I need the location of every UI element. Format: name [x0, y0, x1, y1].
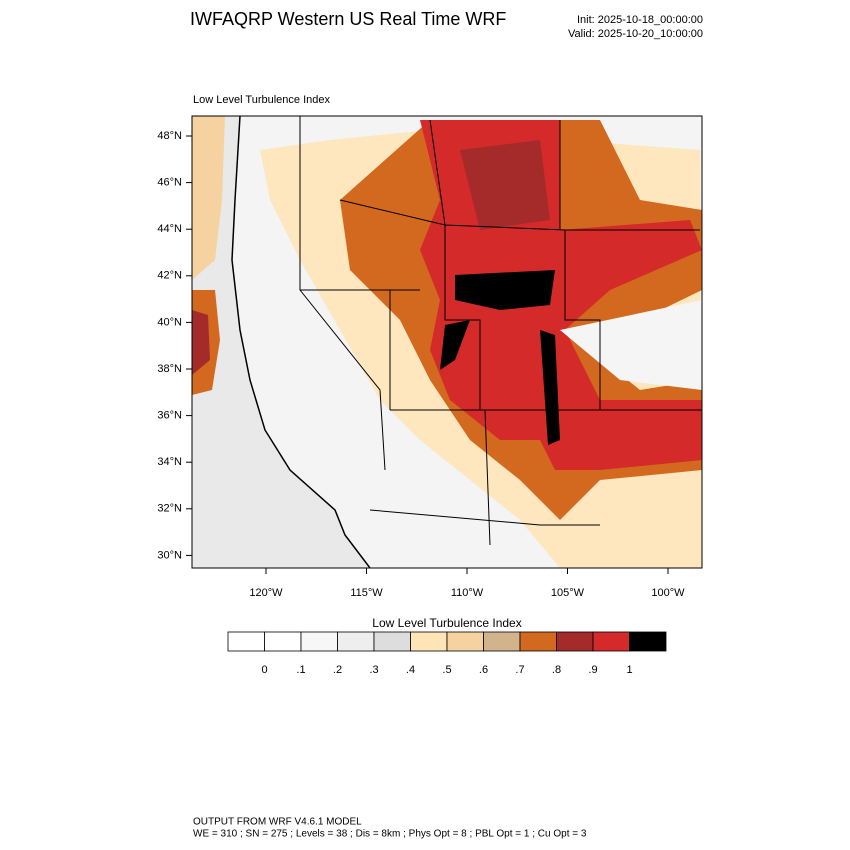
colorbar-label: .5 [442, 664, 451, 676]
map [192, 116, 702, 568]
colorbar-label: .1 [296, 664, 305, 676]
lat-label: 32°N [157, 503, 182, 515]
colorbar-label: .3 [369, 664, 378, 676]
colorbar-label: .4 [406, 664, 415, 676]
colorbar-label: 0 [261, 664, 267, 676]
severe-spots [455, 270, 555, 310]
colorbar-label: .2 [333, 664, 342, 676]
colorbar-box [483, 631, 521, 652]
lat-label: 36°N [157, 410, 182, 422]
severe-spots [440, 320, 560, 445]
colorbar-box [264, 631, 302, 652]
colorbar-label: .7 [515, 664, 524, 676]
plains-low [560, 300, 702, 390]
colorbar: 0 .1 .2 .3 .4 .5 .6 .7 .8 .9 1 [227, 631, 667, 676]
colorbar-box [446, 631, 484, 652]
coastline [231, 116, 371, 568]
colorbar-box [556, 631, 594, 652]
lon-label: 110°W [451, 587, 484, 599]
colorbar-label: .8 [552, 664, 561, 676]
colorbar-box [373, 631, 411, 652]
lat-label: 42°N [157, 270, 182, 282]
lat-labels: 48°N 46°N 44°N 42°N 40°N 38°N 36°N 34°N 32°N 30°N [157, 130, 192, 561]
title: IWFAQRP Western US Real Time WRF [190, 9, 506, 29]
footer-line: OUTPUT FROM WRF V4.6.1 MODEL [193, 817, 362, 828]
lon-label: 105°W [551, 587, 585, 599]
map-title: Low Level Turbulence Index [193, 94, 330, 106]
colorbar-box [337, 631, 375, 652]
colorbar-label: .9 [588, 664, 597, 676]
dark-red-zone [460, 140, 550, 230]
colorbar-label: 1 [626, 664, 632, 676]
state-borders [299, 116, 702, 546]
valid-time: Valid: 2025-10-20_10:00:00 [568, 28, 703, 40]
lat-label: 34°N [157, 456, 182, 468]
footer-line: WE = 310 ; SN = 275 ; Levels = 38 ; Dis … [193, 829, 587, 840]
colorbar-box [227, 631, 265, 652]
lon-label: 100°W [651, 587, 685, 599]
colorbar-title: Low Level Turbulence Index [372, 616, 521, 630]
ocean-red [192, 310, 210, 375]
lon-labels: 120°W 115°W 110°W 105°W 100°W [249, 568, 685, 599]
colorbar-box [519, 631, 557, 652]
colorbar-box [410, 631, 448, 652]
colorbar-box [592, 631, 630, 652]
lat-label: 40°N [157, 316, 182, 328]
colorbar-label: .6 [479, 664, 488, 676]
lon-label: 115°W [350, 587, 383, 599]
lat-label: 46°N [157, 177, 182, 189]
map-frame [191, 115, 703, 569]
lat-label: 44°N [157, 223, 182, 235]
lat-label: 48°N [157, 130, 182, 142]
colorbar-box [629, 631, 667, 652]
lat-label: 30°N [157, 549, 182, 561]
lon-label: 120°W [249, 587, 283, 599]
ocean-shade [192, 116, 225, 280]
colorbar-box [300, 631, 338, 652]
init-time: Init: 2025-10-18_00:00:00 [577, 14, 703, 26]
lat-label: 38°N [157, 363, 182, 375]
